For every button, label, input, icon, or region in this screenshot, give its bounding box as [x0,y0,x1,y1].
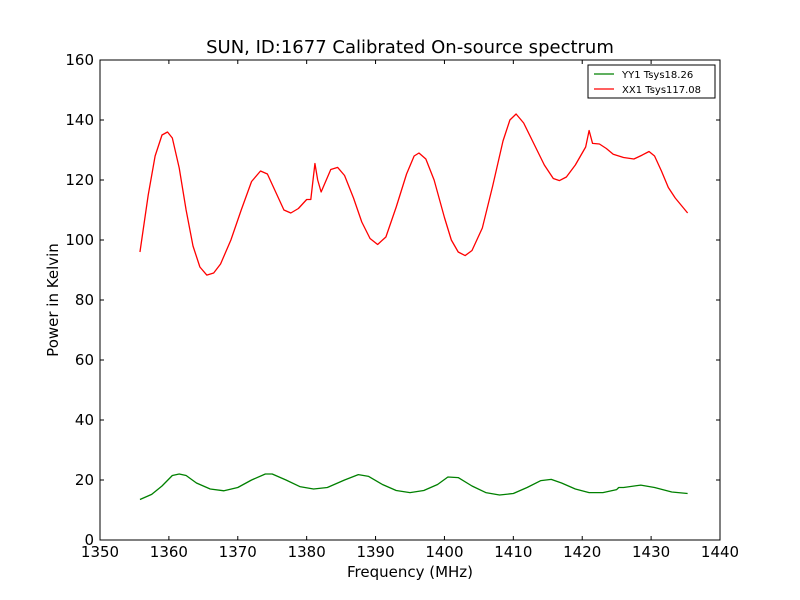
x-tick-label: 1390 [356,543,394,561]
y-axis: 0 20 40 60 80 100 120 140 160 [65,51,720,549]
y-tick-label: 140 [65,111,94,129]
y-tick-label: 40 [75,411,94,429]
y-tick-label: 120 [65,171,94,189]
x-tick-label: 1350 [81,543,119,561]
y-tick-label: 60 [75,351,94,369]
y-tick-label: 100 [65,231,94,249]
x-tick-label: 1380 [288,543,326,561]
x-tick-label: 1440 [701,543,739,561]
legend-label-xx1: XX1 Tsys117.08 [622,85,701,96]
series-line-yy1 [139,473,688,501]
x-tick-label: 1410 [494,543,532,561]
y-tick-label: 0 [84,531,94,549]
x-tick-label: 1400 [425,543,463,561]
x-tick-label: 1360 [150,543,188,561]
legend-label-yy1: YY1 Tsys18.26 [621,70,693,81]
chart-title: SUN, ID:1677 Calibrated On-source spectr… [206,37,614,58]
x-tick-label: 1370 [219,543,257,561]
legend-box [587,64,716,99]
y-tick-label: 160 [65,51,94,69]
y-tick-label: 80 [75,291,94,309]
x-tick-label: 1420 [563,543,601,561]
x-axis-label: Frequency (MHz) [347,563,473,581]
series-line-xx1 [139,113,689,276]
y-tick-label: 20 [75,471,94,489]
y-axis-label: Power in Kelvin [44,243,62,357]
x-axis: 1350 1360 1370 1380 1390 1400 1410 1420 1430 1440 [81,60,739,561]
legend: YY1 Tsys18.26 XX1 Tsys117.08 [587,64,716,99]
x-tick-label: 1430 [632,543,670,561]
plot-area [100,60,720,540]
series-layer [139,113,689,501]
